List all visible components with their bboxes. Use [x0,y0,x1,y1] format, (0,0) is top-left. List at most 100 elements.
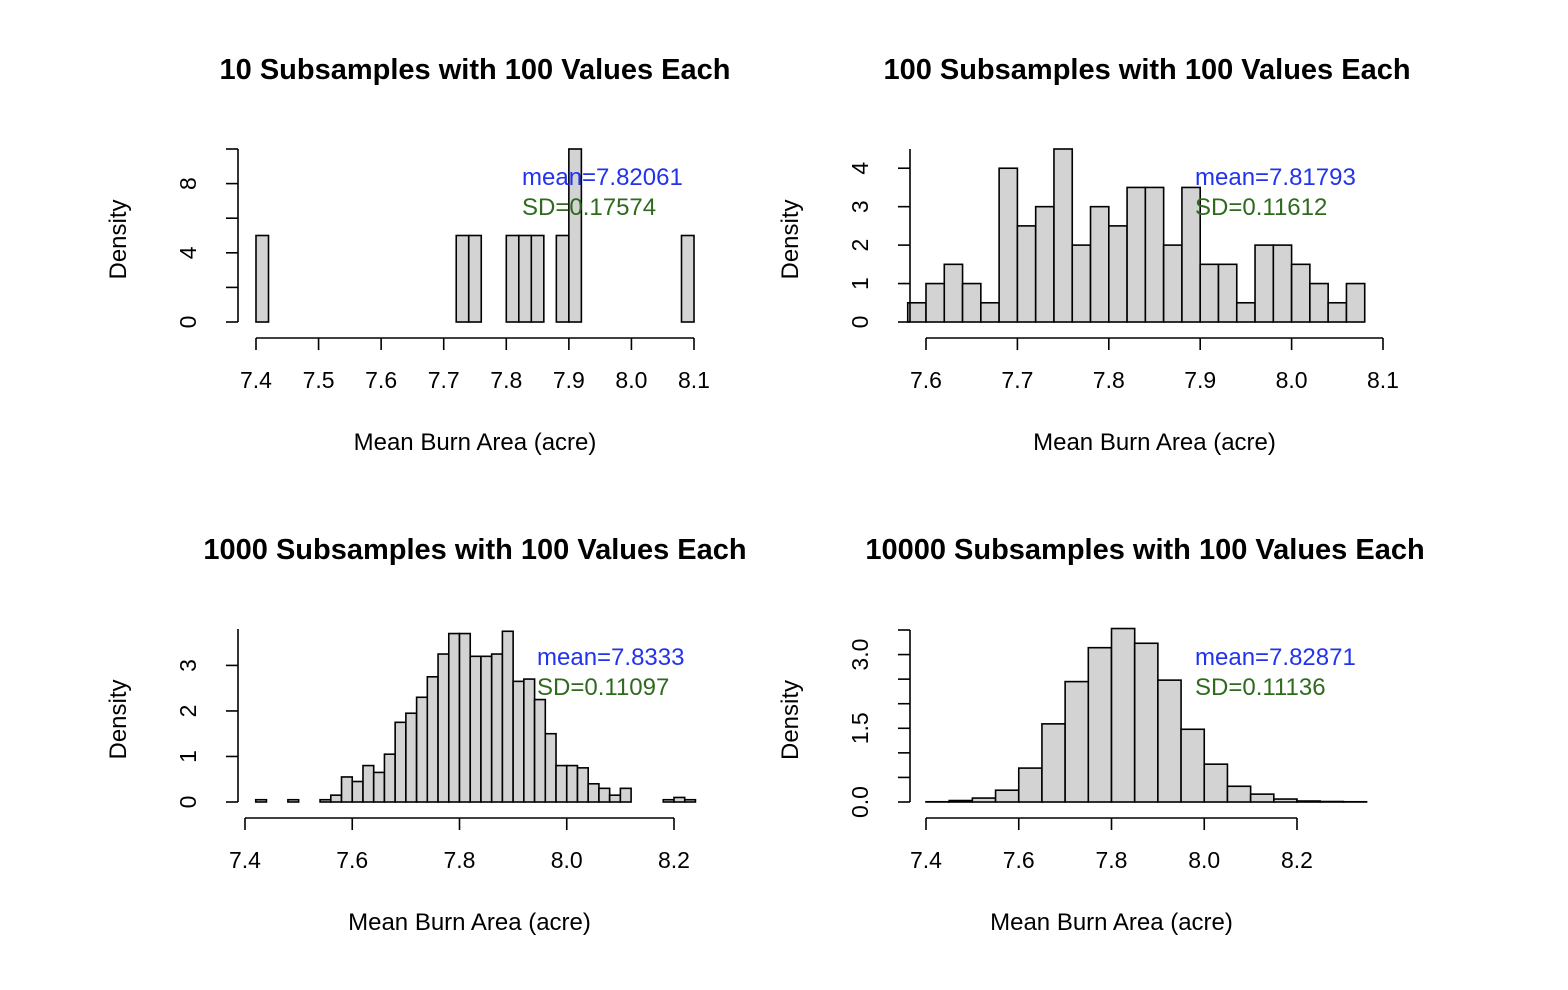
x-axis-label: Mean Burn Area (acre) [1033,429,1276,456]
histogram-bar [501,630,514,803]
y-axis: 0.0 1.5 3.0 [847,629,911,818]
mean-annotation: mean=7.81793 [1195,164,1356,191]
x-tick-label: 8.0 [1188,847,1220,873]
x-tick-label: 7.7 [1001,367,1033,393]
histogram-bar [961,282,982,323]
y-axis: 0 4 8 [175,148,239,328]
x-tick-label: 8.2 [658,847,690,873]
x-tick-label: 7.7 [428,367,460,393]
x-tick-label: 7.4 [229,847,261,873]
histogram-bar [405,712,418,803]
histogram-bar [1203,763,1229,803]
histogram-bar [555,764,568,803]
histogram-bar [1249,793,1275,803]
histogram-bar [1133,642,1159,803]
sd-annotation: SD=0.17574 [522,194,656,221]
histogram-bar [362,764,375,803]
x-tick-label: 7.8 [1096,847,1128,873]
histogram-bar [994,789,1020,803]
histogram-bar [1110,627,1136,803]
histogram-bar [568,148,583,323]
panel-title: 10000 Subsamples with 100 Values Each [865,534,1424,566]
histogram-bar [505,234,520,323]
panel-title: 1000 Subsamples with 100 Values Each [203,534,746,566]
histogram-bar [426,675,439,803]
x-tick-label: 8.0 [615,367,647,393]
y-tick-label: 8 [175,177,201,190]
histogram-bar [608,794,622,803]
histogram-bar [467,234,483,323]
histogram-bar [1345,282,1366,323]
histogram-bar [490,653,504,803]
histogram-bar [1181,186,1202,323]
histogram-panel-4: 10000 Subsamples with 100 Values Each 7.4… [777,534,1425,936]
histogram-bar [683,798,697,803]
histogram-bar [1327,301,1348,323]
histogram-bar [576,767,589,803]
x-tick-label: 7.6 [1003,847,1035,873]
histogram-bar [340,776,354,803]
y-axis: 0 1 2 3 [175,629,239,809]
y-tick-label: 1 [175,750,201,763]
histogram-bar [925,282,946,323]
histogram-bar [415,696,429,803]
histogram-bar [469,655,482,803]
histogram-bar [943,263,964,323]
histogram-bar [1290,263,1311,323]
histogram-bar [351,780,364,803]
histogram-bar [533,698,547,803]
histogram-bar [530,234,545,323]
y-tick-label: 1 [847,277,873,290]
histogram-bar [287,798,300,803]
x-tick-label: 8.0 [1276,367,1308,393]
histogram-bar [662,798,675,803]
histogram-bar [680,234,695,323]
mean-annotation: mean=7.82061 [522,164,683,191]
histogram-bar [587,782,600,803]
x-axis-label: Mean Burn Area (acre) [348,909,591,936]
histogram-bar [998,167,1019,323]
x-axis: 7.4 7.6 7.8 8.0 8.2 [229,817,690,873]
x-tick-label: 8.1 [1367,367,1399,393]
histogram-bar [1235,301,1256,323]
histogram-bar [512,680,525,803]
y-axis-label: Density [777,199,804,279]
histogram-bar [1273,798,1298,803]
y-tick-label: 3 [175,659,201,672]
histogram-bars [254,630,697,803]
x-tick-label: 7.4 [240,367,272,393]
histogram-bars [255,148,695,323]
histogram-bars [925,627,1368,803]
y-tick-label: 0 [847,316,873,329]
histogram-bar [480,655,493,803]
histogram-bar [1034,205,1055,323]
histogram-bar [455,234,470,323]
mean-annotation: mean=7.8333 [537,644,684,671]
y-tick-label: 4 [847,162,873,175]
histogram-bar [437,653,450,803]
y-tick-label: 1.5 [847,712,873,744]
histogram-bar [517,234,533,323]
x-tick-label: 7.8 [1093,367,1125,393]
histogram-bar [544,732,557,803]
y-axis-label: Density [777,680,804,760]
x-tick-label: 7.6 [336,847,368,873]
x-tick-label: 7.8 [490,367,522,393]
histogram-bar [1309,282,1329,323]
histogram-bar [329,794,343,803]
histogram-bar [1162,244,1183,323]
histogram-bar [1087,646,1113,803]
histogram-bar [598,787,611,803]
histogram-bar [523,678,536,803]
histogram-bar [1296,800,1321,803]
histogram-bar [1053,148,1074,323]
histogram-panel-3: 1000 Subsamples with 100 Values Each 7.4 7… [105,534,747,936]
x-tick-label: 7.9 [553,367,585,393]
x-tick-label: 8.0 [551,847,583,873]
y-tick-label: 2 [847,239,873,252]
histogram-bar [1126,186,1147,323]
x-tick-label: 7.4 [910,847,942,873]
histogram-bar [394,721,407,803]
y-tick-label: 0 [175,796,201,809]
histogram-bar [1199,263,1220,323]
